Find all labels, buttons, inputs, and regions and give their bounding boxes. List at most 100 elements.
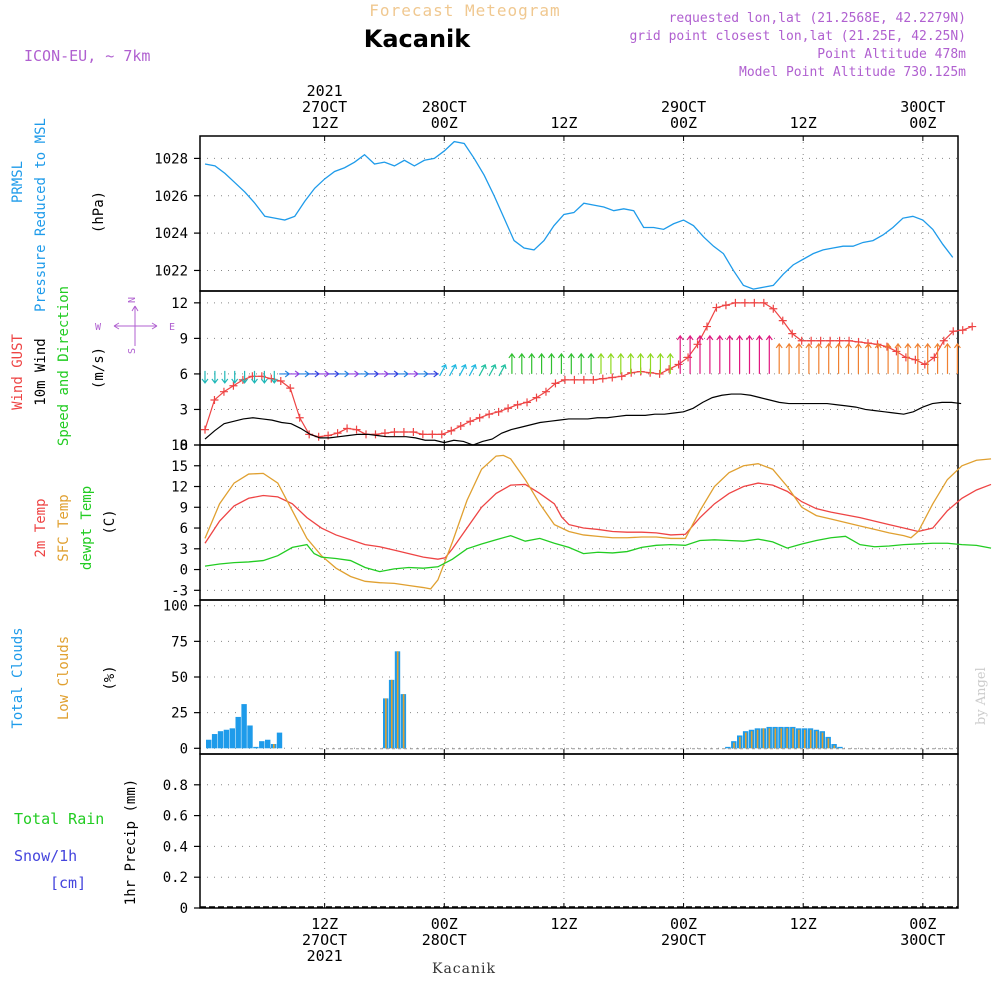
wind-direction-arrow [548, 352, 555, 374]
gust-marker [513, 400, 522, 409]
wind-direction-arrow [427, 370, 439, 378]
gust-line [204, 302, 973, 438]
wind-direction-arrow [944, 342, 951, 374]
precip-panel: 0 0.2 0.4 0.6 0.8 Total Rain Snow/1h [cm] 1hr Pr… [14, 753, 959, 917]
gust-marker [409, 427, 418, 436]
label-total-clouds: Total Clouds [10, 627, 26, 728]
gust-marker [826, 336, 835, 345]
gust-marker [229, 381, 238, 390]
low-cloud-bar [798, 729, 800, 749]
y-tick-label: 12 [171, 480, 188, 496]
label-dewpt-temp: dewpt Temp [79, 486, 95, 570]
gust-marker [702, 322, 711, 331]
low-cloud-bar [391, 679, 393, 749]
wind-direction-arrow [458, 364, 467, 377]
gridpoint-coords: grid point closest lon,lat (21.25E, 42.2… [629, 29, 966, 44]
low-cloud-bar [745, 732, 747, 749]
gust-marker [399, 427, 408, 436]
wind-direction-arrow [795, 342, 803, 374]
gust-marker [428, 430, 437, 439]
wind-direction-arrow [567, 352, 575, 374]
gust-marker [892, 347, 901, 356]
wind-direction-arrow [488, 364, 497, 377]
low-cloud-bar [756, 729, 759, 749]
wind-direction-arrow [716, 334, 724, 374]
gust-marker [541, 387, 550, 396]
compass-s: S [127, 348, 138, 354]
gust-marker [286, 384, 295, 393]
y-tick-label: 3 [180, 542, 188, 558]
total-cloud-bar [259, 741, 265, 749]
wind-direction-arrow [308, 370, 320, 378]
unit-hpa: (hPa) [91, 191, 107, 233]
y-tick-label: 1022 [154, 263, 188, 279]
low-cloud-bar [833, 745, 836, 749]
wind-direction-arrow [448, 364, 458, 377]
temp-dewpt-line [204, 534, 992, 573]
gust-marker [437, 430, 446, 439]
wind-direction-arrow [686, 334, 694, 374]
y-tick-label: 75 [171, 634, 188, 650]
wind-direction-arrow [656, 352, 664, 374]
wind-direction-arrow [805, 342, 813, 374]
bottom-time-label: 30OCT [900, 931, 945, 949]
y-tick-label: 0.8 [163, 778, 188, 794]
y-tick-label: 50 [171, 670, 188, 686]
gust-marker [456, 422, 465, 431]
total-cloud-bar [229, 728, 235, 749]
pressure-panel: 1022 1024 1026 1028 PRMSL Pressure Reduced to… [10, 118, 959, 312]
wind-direction-arrow [607, 352, 615, 374]
gust-marker [721, 301, 730, 310]
bottom-time-label: 27OCT [302, 931, 347, 949]
y-tick-label: 3 [180, 402, 188, 418]
low-cloud-bar [809, 729, 812, 749]
gust-marker [523, 398, 532, 407]
gust-marker [532, 393, 541, 402]
top-time-label: 12Z [790, 114, 817, 132]
bottom-time-label: 00Z [909, 915, 936, 933]
gust-marker [608, 373, 617, 382]
wind-direction-arrow [637, 352, 645, 374]
wind-direction-arrow [755, 334, 763, 374]
gust-marker [598, 374, 607, 383]
wind-direction-arrow [528, 352, 536, 374]
wind-direction-arrow [746, 334, 753, 374]
wind10m-line [204, 393, 962, 446]
y-tick-label: 6 [180, 521, 188, 537]
gust-marker [504, 404, 513, 413]
point-altitude: Point Altitude 478m [817, 47, 966, 62]
wind-direction-arrow [864, 342, 872, 374]
gust-marker [759, 298, 768, 307]
total-cloud-bar [276, 732, 283, 749]
wind-direction-arrow [617, 352, 625, 374]
compass-e: E [169, 322, 175, 333]
gust-marker [816, 336, 825, 345]
gust-marker [219, 387, 228, 396]
low-cloud-bar [739, 736, 741, 749]
low-cloud-bar [396, 651, 399, 749]
top-time-label: 12Z [311, 114, 338, 132]
compass-arrows [113, 305, 158, 346]
y-tick-label: 12 [171, 296, 188, 312]
gust-marker [939, 336, 948, 345]
label-sfc-temp: SFC Temp [56, 494, 72, 561]
low-cloud-bar [762, 728, 765, 749]
label-total-rain: Total Rain [14, 810, 104, 828]
wind-direction-arrow [557, 352, 565, 374]
gust-marker [371, 430, 380, 439]
y-tick-label: 25 [171, 706, 188, 722]
low-cloud-bar [792, 728, 794, 749]
gust-marker [485, 410, 494, 419]
gust-marker [589, 375, 598, 384]
y-tick-label: 18 [171, 438, 188, 454]
requested-coords: requested lon,lat (21.2568E, 42.2279N) [669, 11, 966, 26]
y-tick-label: 1026 [154, 189, 188, 205]
gust-marker [845, 336, 854, 345]
total-cloud-bar [253, 746, 259, 749]
wind-direction-arrow [765, 334, 773, 374]
label-speed-direction: Speed and Direction [56, 286, 72, 446]
label-snow-unit: [cm] [50, 874, 86, 892]
wind-direction-arrow [251, 370, 258, 384]
wind-direction-arrow [221, 370, 229, 384]
gust-marker [551, 379, 560, 388]
